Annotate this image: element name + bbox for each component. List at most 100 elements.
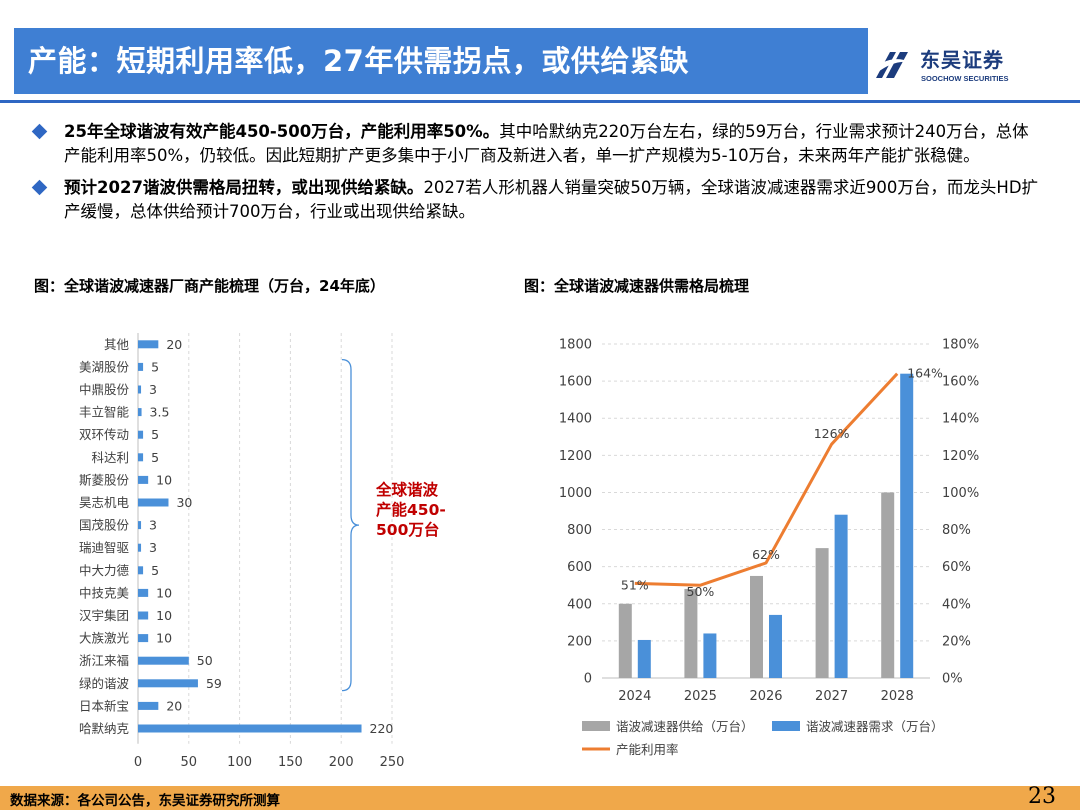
utilization-line [634,372,899,587]
y-left-tick-label: 600 [567,560,592,575]
capacity-bar [138,588,149,597]
y-left-tick-label: 800 [567,523,592,538]
capacity-bar [138,611,149,620]
bar-value-label: 59 [206,676,222,691]
category-label: 大族激光 [79,631,129,646]
data-source-note: 数据来源：各公司公告，东吴证券研究所测算 [10,793,280,809]
legend-swatch-supply [582,721,610,731]
y-right-tick-label: 20% [942,634,971,649]
x-tick-label: 2026 [749,689,782,704]
bar-value-label: 3 [149,518,157,533]
category-label: 绿的谐波 [79,676,130,691]
category-label: 科达利 [91,450,129,465]
category-label: 双环传动 [79,427,129,442]
x-tick-label: 2025 [684,689,717,704]
legend-label: 谐波减速器需求（万台） [806,719,944,734]
x-tick-label: 250 [380,755,405,770]
capacity-bar [138,521,142,530]
capacity-bar [138,408,142,417]
capacity-bar-chart: 0 50 100 150 200 250 其他 20 美湖股份 5 中鼎股份 3 丰立智能 3.5 双环传动… [79,333,446,770]
bar-value-label: 5 [151,427,159,442]
category-label: 美湖股份 [79,359,130,374]
bar-value-label: 220 [370,721,394,736]
demand-bar [834,514,848,678]
y-right-tick-label: 100% [942,486,979,501]
y-right-tick-label: 120% [942,449,979,464]
logo-text-en: SOOCHOW SECURITIES [921,74,1009,83]
supply-bar [618,603,632,678]
supply-bar [750,575,763,678]
annotation-text: 全球谐波产能450-500万台 [375,480,446,539]
soochow-logo-icon [874,52,910,78]
legend-label: 谐波减速器供给（万台） [616,719,754,734]
y-left-tick-label: 1200 [559,449,592,464]
x-tick-label: 2027 [815,689,848,704]
demand-bar [769,614,782,678]
bar-value-label: 20 [166,337,182,352]
x-tick-label: 100 [227,755,252,770]
bar-value-label: 10 [156,608,172,623]
bullet-item: 预计2027谐波供需格局扭转，或出现供给紧缺。2027若人形机器人销量突破50万… [31,176,1044,224]
capacity-bar [138,430,144,439]
bar-value-label: 30 [176,495,192,510]
x-tick-label: 150 [278,755,303,770]
category-label: 国茂股份 [79,518,130,533]
x-tick-label: 0 [134,755,142,770]
bar-value-label: 5 [151,450,159,465]
bar-value-label: 3 [149,382,157,397]
y-right-tick-label: 180% [942,338,979,353]
bar-value-label: 50 [197,653,213,668]
annotation-line: 产能450- [376,500,446,519]
capacity-bar [138,453,144,462]
line-value-label: 164% [907,366,943,381]
demand-bar [637,639,651,678]
category-label: 中大力德 [79,563,130,578]
page-title: 产能：短期利用率低，27年供需拐点，或供给紧缺 [14,28,868,94]
line-value-label: 51% [621,577,649,592]
y-left-tick-label: 1800 [559,338,592,353]
category-label: 中技克美 [79,585,129,600]
bar-value-label: 10 [156,585,172,600]
header-divider [0,100,1080,103]
capacity-bar [138,724,362,733]
capacity-bar [138,656,189,665]
y-left-tick-label: 1600 [559,375,592,390]
y-right-tick-label: 140% [942,412,979,427]
demand-bar [900,373,914,678]
bar-value-label: 3.5 [150,405,170,420]
bar-value-label: 5 [151,359,159,374]
diamond-bullet-icon [31,123,48,140]
bullet-lead: 预计2027谐波供需格局扭转，或出现供给紧缺。 [64,178,424,197]
brand-logo: 东吴证券 SOOCHOW SECURITIES [872,46,1042,86]
page-number: 23 [1028,784,1056,809]
x-tick-label: 2028 [881,689,914,704]
line-value-label: 126% [814,426,850,441]
supply-bar [815,548,829,678]
x-tick-label: 50 [181,755,198,770]
category-label: 浙江来福 [79,653,129,668]
category-label: 中鼎股份 [79,382,130,397]
bar-value-label: 10 [156,631,172,646]
demand-bar [703,633,717,678]
bar-value-label: 3 [149,540,157,555]
capacity-bar [138,566,144,575]
capacity-bar [138,340,159,349]
category-label: 哈默纳克 [79,721,129,736]
y-right-tick-label: 40% [942,597,971,612]
supply-demand-chart: 0 0% 200 20% 400 40% 600 60% 800 80% 1000 100% 1200 1… [559,338,979,758]
logo-text-cn: 东吴证券 [920,48,1004,72]
capacity-bar [138,362,144,371]
footer-bar [0,786,1080,810]
legend-swatch-demand [772,721,800,731]
category-label: 瑞迪智驱 [79,540,129,555]
capacity-bar [138,475,149,484]
legend-label: 产能利用率 [616,742,679,757]
y-left-tick-label: 200 [567,634,592,649]
y-right-tick-label: 160% [942,375,979,390]
diamond-bullet-icon [31,179,48,196]
y-right-tick-label: 0% [942,672,963,687]
y-right-tick-label: 60% [942,560,971,575]
annotation-line: 500万台 [376,520,439,539]
bullet-list: 25年全球谐波有效产能450-500万台，产能利用率50%。其中哈默纳克220万… [31,120,1044,232]
capacity-bar [138,385,142,394]
